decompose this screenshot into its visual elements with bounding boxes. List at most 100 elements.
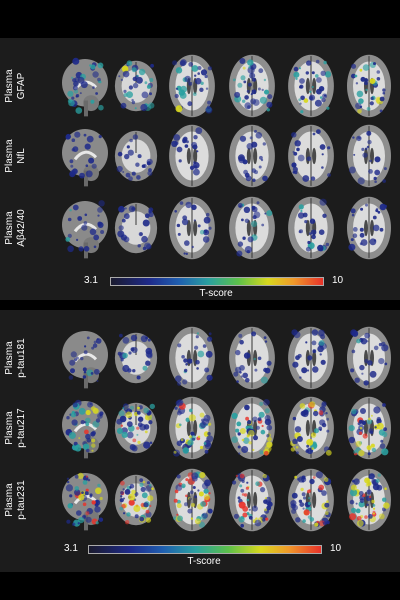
activation-blob — [245, 416, 249, 421]
activation-blob — [374, 156, 381, 163]
midline — [368, 126, 370, 186]
activation-blob — [118, 75, 121, 78]
activation-blob — [376, 77, 381, 81]
activation-blob — [185, 478, 189, 482]
activation-blob — [356, 519, 364, 527]
activation-blob — [355, 82, 359, 85]
activation-blob — [79, 92, 82, 95]
activation-blob — [149, 92, 152, 96]
activation-blob — [260, 487, 266, 493]
activation-blob — [372, 512, 375, 515]
activation-blob — [69, 159, 74, 164]
activation-blob — [299, 229, 303, 234]
activation-blob — [91, 163, 97, 169]
activation-blob — [90, 64, 96, 70]
activation-blob — [71, 138, 76, 142]
midline — [191, 56, 193, 116]
activation-blob — [179, 423, 182, 427]
activation-blob — [121, 218, 126, 223]
activation-blob — [353, 450, 357, 454]
activation-blob — [360, 338, 368, 345]
activation-blob — [84, 143, 91, 150]
activation-blob — [178, 159, 182, 163]
activation-blob — [262, 474, 267, 479]
activation-blob — [307, 489, 311, 494]
activation-blob — [267, 436, 272, 442]
activation-blob — [304, 220, 308, 224]
activation-blob — [242, 236, 246, 240]
activation-blob — [323, 60, 327, 65]
brain-image — [169, 54, 215, 118]
activation-blob — [132, 134, 139, 140]
activation-blob — [194, 345, 199, 350]
activation-blob — [352, 136, 355, 139]
brain-axial-view — [226, 466, 278, 534]
activation-blob — [261, 518, 266, 522]
activation-blob — [246, 434, 250, 438]
activation-blob — [135, 162, 140, 167]
activation-blob — [67, 233, 72, 238]
bottom-colorbar-gradient — [88, 545, 322, 554]
row-label-line2: Aβ42/40 — [16, 209, 27, 247]
activation-blob — [182, 137, 188, 143]
activation-blob — [83, 515, 86, 518]
activation-blob — [233, 513, 239, 519]
activation-blob — [81, 491, 84, 494]
activation-blob — [122, 171, 125, 173]
activation-blob — [181, 483, 186, 488]
activation-blob — [78, 437, 81, 440]
activation-blob — [326, 520, 330, 525]
activation-blob — [97, 214, 100, 217]
midline — [251, 126, 253, 186]
activation-blob — [136, 411, 141, 415]
activation-blob — [185, 417, 190, 422]
activation-blob — [291, 492, 298, 499]
activation-blob — [72, 85, 78, 91]
activation-blob — [383, 204, 388, 208]
top-row-label: Plasma NfL — [4, 134, 28, 178]
activation-blob — [266, 101, 273, 108]
activation-blob — [73, 80, 79, 87]
activation-blob — [379, 109, 383, 113]
activation-blob — [374, 180, 377, 183]
activation-blob — [263, 336, 267, 339]
activation-blob — [85, 164, 89, 167]
activation-blob — [292, 438, 298, 445]
activation-blob — [306, 444, 310, 448]
activation-blob — [144, 213, 150, 219]
activation-blob — [381, 341, 386, 347]
activation-blob — [91, 500, 96, 505]
activation-blob — [87, 478, 91, 482]
activation-blob — [135, 75, 139, 79]
activation-blob — [379, 227, 384, 232]
midline — [310, 470, 312, 530]
activation-blob — [232, 480, 237, 485]
activation-blob — [379, 443, 386, 449]
activation-blob — [236, 421, 242, 427]
activation-blob — [360, 76, 366, 82]
activation-blob — [263, 399, 270, 406]
activation-blob — [307, 355, 313, 361]
activation-blob — [362, 64, 370, 71]
activation-blob — [118, 205, 125, 213]
activation-blob — [90, 372, 94, 375]
activation-blob — [74, 131, 81, 138]
activation-blob — [137, 154, 142, 159]
activation-blob — [197, 350, 205, 358]
activation-blob — [191, 245, 194, 249]
activation-blob — [266, 360, 272, 366]
activation-blob — [92, 343, 98, 348]
activation-blob — [131, 67, 137, 73]
activation-blob — [349, 513, 357, 521]
activation-blob — [176, 223, 180, 228]
activation-blob — [291, 508, 297, 514]
activation-blob — [136, 175, 141, 180]
activation-blob — [254, 129, 257, 133]
activation-blob — [130, 347, 135, 352]
activation-blob — [117, 351, 122, 356]
brain-image — [62, 57, 108, 117]
activation-blob — [131, 171, 136, 176]
activation-blob — [126, 145, 130, 149]
activation-blob — [311, 340, 317, 346]
activation-blob — [205, 87, 209, 90]
